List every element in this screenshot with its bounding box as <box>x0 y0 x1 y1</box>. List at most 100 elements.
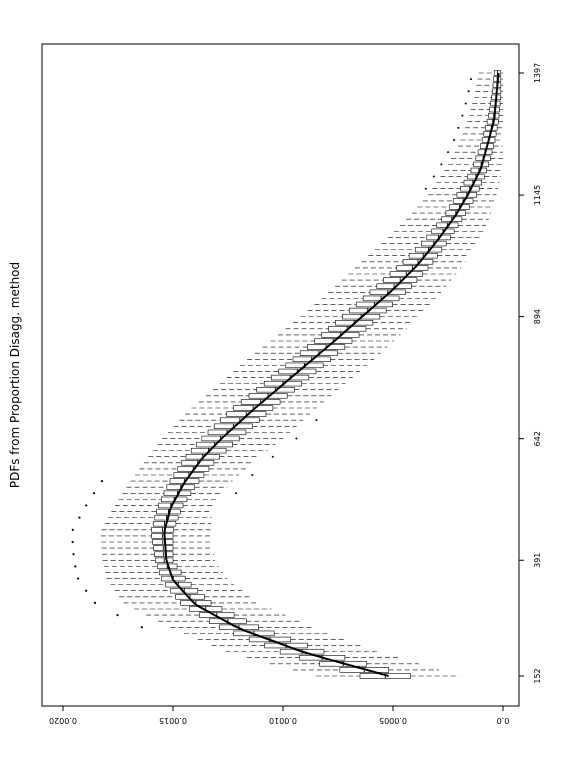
outlier-point <box>116 613 119 617</box>
outlier-point <box>100 479 104 483</box>
boxplot-box <box>111 508 213 515</box>
boxplot-box <box>104 521 212 527</box>
boxplot-box <box>472 100 503 107</box>
x-tick-label: 1397 <box>533 63 542 83</box>
y-tick-label: 0.0020 <box>49 716 77 725</box>
x-tick-label: 1145 <box>533 185 542 205</box>
boxplot-box <box>457 143 503 149</box>
boxplot-box <box>393 228 484 235</box>
outlier-point <box>92 492 96 495</box>
boxplot-box <box>406 216 489 222</box>
outlier-point <box>74 565 77 568</box>
boxplot-box <box>387 234 481 241</box>
outlier-layer <box>71 78 473 629</box>
y-axis-ticks: 0.0 0.0005 0.0010 0.0015 0.0020 <box>49 706 509 725</box>
boxplot-box <box>475 88 503 94</box>
outlier-point <box>251 474 254 476</box>
outlier-point <box>85 504 88 507</box>
outlier-point <box>470 78 473 81</box>
boxplot-box <box>130 478 233 484</box>
x-tick-label: 642 <box>533 431 542 446</box>
boxplot-box <box>101 527 211 533</box>
boxplot-box <box>106 575 227 582</box>
y-tick-label: 0.0 <box>497 716 510 725</box>
axis-title: PDFs from Proportion Disagg. method <box>8 262 22 488</box>
boxplot-box <box>321 295 436 302</box>
boxplot-box <box>314 301 431 308</box>
box-layer <box>100 70 503 679</box>
boxplot-box <box>126 484 228 490</box>
boxplot-box <box>460 137 503 143</box>
outlier-point <box>440 163 443 166</box>
boxplot-box <box>440 173 501 180</box>
boxplot-box <box>328 289 442 295</box>
outlier-point <box>235 492 238 495</box>
boxplot-box <box>354 265 462 271</box>
outlier-point <box>457 126 460 129</box>
outlier-point <box>467 90 470 93</box>
boxplot-box <box>133 606 272 612</box>
boxplot-box <box>464 125 503 131</box>
boxplot-box <box>473 94 503 101</box>
boxplot-box <box>368 253 470 259</box>
boxplot-box <box>101 539 212 545</box>
outlier-point <box>78 516 81 519</box>
y-tick-label: 0.0010 <box>269 716 297 725</box>
outlier-point <box>93 601 97 605</box>
boxplot-box <box>101 545 213 551</box>
y-tick-label: 0.0015 <box>159 716 187 725</box>
boxplot-box <box>348 271 457 277</box>
boxplot-box <box>114 502 215 509</box>
boxplot-box <box>335 283 447 289</box>
outlier-point <box>452 139 455 141</box>
outlier-point <box>85 589 88 592</box>
boxplot-box <box>110 581 235 588</box>
boxplot-box <box>451 155 503 161</box>
plot-frame <box>41 43 520 707</box>
boxplot-box <box>417 204 493 210</box>
boxplot-box <box>123 600 260 606</box>
x-axis-ticks: 152 391 642 894 1145 1397 <box>519 63 542 684</box>
boxplot-box <box>467 119 503 125</box>
boxplot-box <box>436 179 500 186</box>
boxplot-box <box>462 131 503 137</box>
boxplot-box <box>122 490 223 496</box>
outlier-point <box>71 540 74 544</box>
boxplot-box <box>103 563 219 570</box>
y-tick-label: 0.0005 <box>379 716 407 725</box>
boxplot-box <box>134 472 240 478</box>
outlier-point <box>464 102 467 105</box>
boxplot-box <box>100 533 212 539</box>
boxplot-box <box>428 192 497 198</box>
boxplot-box <box>118 496 219 503</box>
outlier-point <box>424 187 427 190</box>
boxplot-box <box>470 106 503 113</box>
boxplot-box <box>476 82 503 88</box>
outlier-point <box>71 528 74 531</box>
boxplot-box <box>444 167 503 174</box>
boxplot-box <box>102 557 215 563</box>
boxplot-box <box>399 222 486 228</box>
boxplot-box <box>102 551 214 557</box>
outlier-point <box>76 577 80 580</box>
boxplot-box <box>105 569 223 576</box>
outlier-point <box>72 553 75 556</box>
boxplot-box <box>411 210 491 216</box>
outlier-point <box>461 114 464 117</box>
mean-density-curve <box>163 72 500 677</box>
boxplot-box <box>114 588 243 594</box>
boxplot-box <box>108 514 212 521</box>
boxplot-box <box>361 259 466 265</box>
outlier-point <box>271 455 274 458</box>
x-tick-label: 391 <box>533 553 542 568</box>
boxplot-box <box>477 76 503 82</box>
boxplot-box <box>454 149 503 155</box>
boxplot-box <box>448 161 503 168</box>
boxplot-box <box>119 594 251 600</box>
boxplot-box <box>381 240 478 247</box>
outlier-point <box>447 151 450 154</box>
outlier-point <box>140 626 143 629</box>
boxplot-box <box>432 186 498 192</box>
boxplot-box <box>374 246 474 253</box>
